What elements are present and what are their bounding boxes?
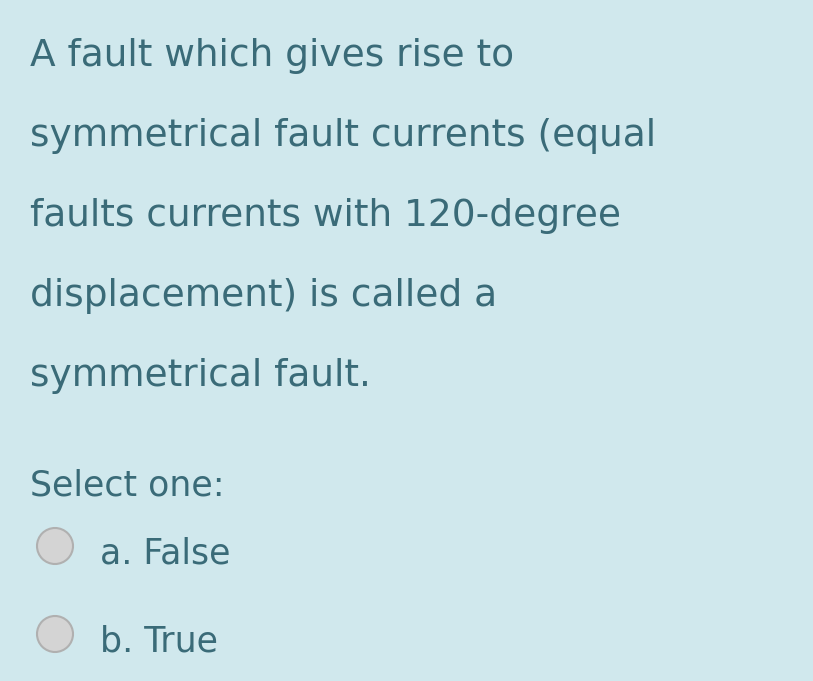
Text: displacement) is called a: displacement) is called a [30,278,497,314]
Circle shape [37,528,73,564]
Circle shape [37,616,73,652]
Text: symmetrical fault currents (equal: symmetrical fault currents (equal [30,118,656,154]
Text: Select one:: Select one: [30,468,224,502]
Text: a. False: a. False [100,536,231,570]
Text: faults currents with 120-degree: faults currents with 120-degree [30,198,621,234]
Text: symmetrical fault.: symmetrical fault. [30,358,371,394]
Text: b. True: b. True [100,624,218,658]
Text: A fault which gives rise to: A fault which gives rise to [30,38,514,74]
